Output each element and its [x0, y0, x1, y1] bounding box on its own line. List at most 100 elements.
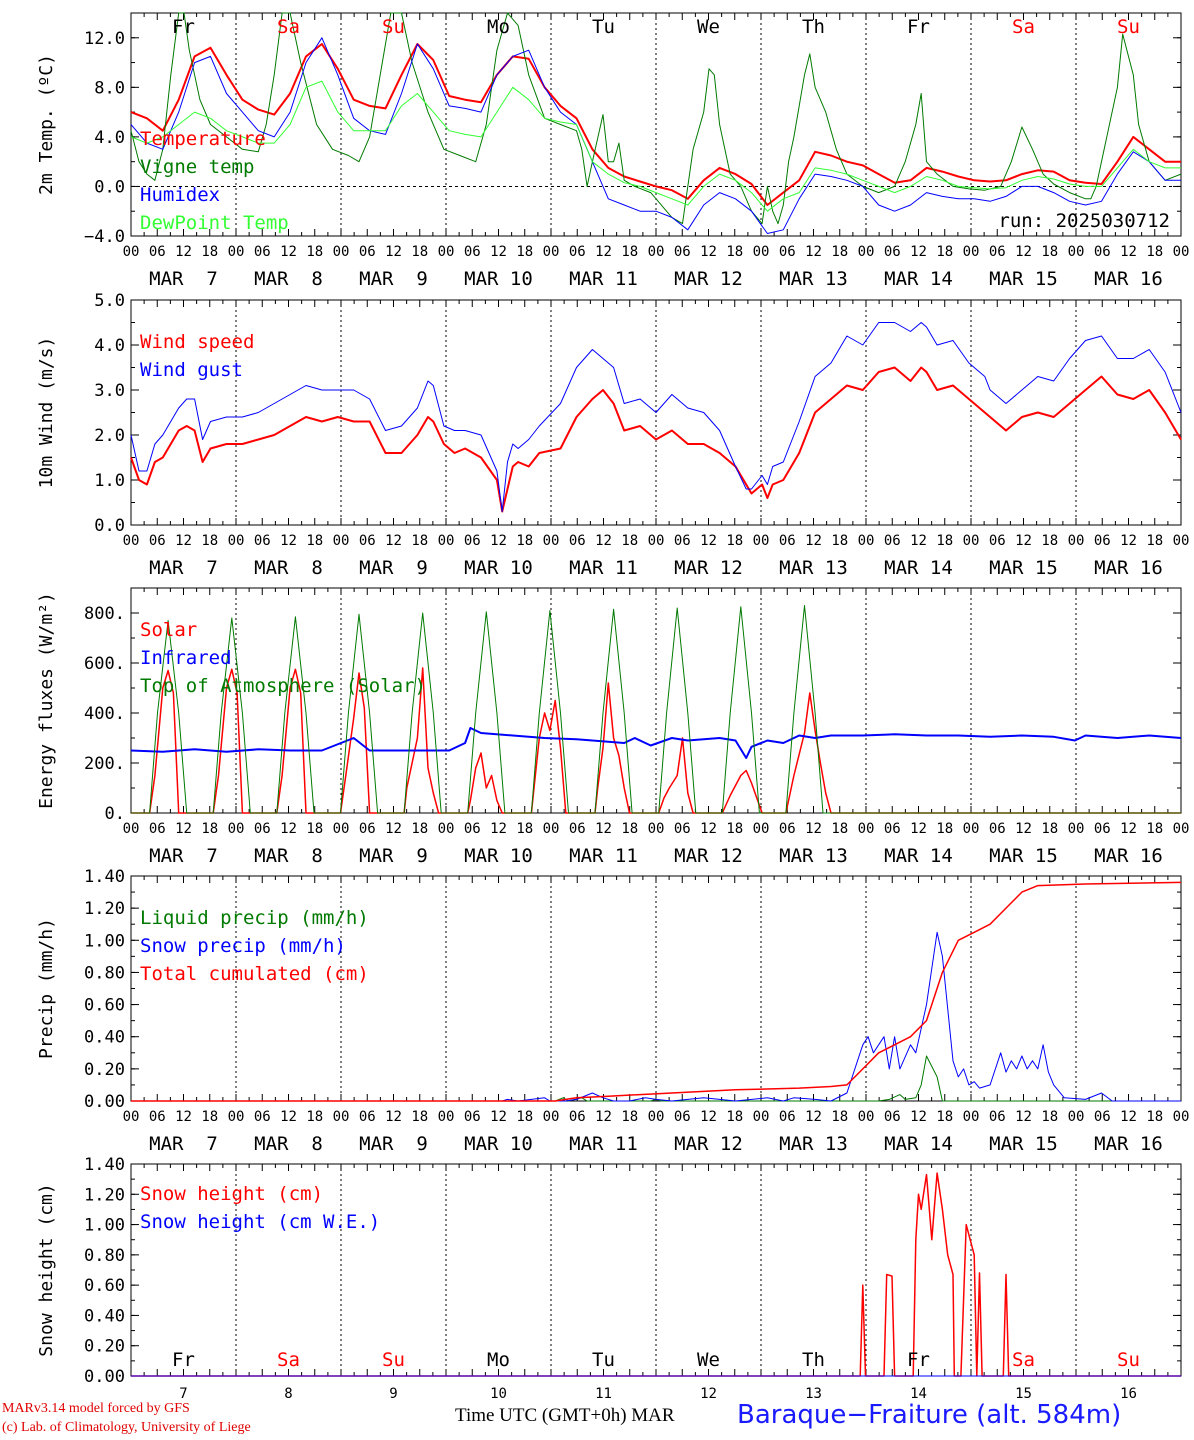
legend-entry: Temperature: [140, 128, 266, 150]
y-tick-label: 400.: [84, 704, 125, 724]
y-tick-label: 0.20: [84, 1060, 125, 1080]
date-label: MAR 9: [359, 557, 428, 579]
date-label: MAR 12: [674, 845, 743, 867]
hour-tick-label: 18: [1146, 1109, 1163, 1125]
hour-tick-label: 00: [123, 533, 140, 549]
hour-tick-label: 00: [858, 533, 875, 549]
day-name-bottom: Fr: [172, 1349, 195, 1371]
series-vigne-temp: [130, 12, 1182, 225]
hour-tick-label: 12: [385, 821, 402, 837]
hour-tick-label: 18: [726, 1109, 743, 1125]
hour-tick-label: 18: [516, 1109, 533, 1125]
hour-tick-label: 00: [543, 821, 560, 837]
hour-tick-label: 18: [411, 533, 428, 549]
hour-tick-label: 00: [648, 244, 665, 260]
hour-tick-label: 00: [333, 533, 350, 549]
date-label: MAR 11: [569, 268, 638, 290]
hour-tick-label: 00: [228, 821, 245, 837]
hour-tick-label: 06: [989, 533, 1006, 549]
hour-tick-label: 18: [936, 244, 953, 260]
day-name-top: Fr: [907, 16, 930, 38]
hour-tick-label: 12: [1120, 1109, 1137, 1125]
hour-tick-label: 12: [700, 533, 717, 549]
panel-5: 0.00 0.20 0.40 0.60 0.80 1.00 1.20 1.40 Snow hei…: [36, 1155, 1182, 1387]
series-humidex: [130, 37, 1181, 234]
date-label: MAR 12: [674, 268, 743, 290]
y-tick-label: 0.0: [94, 177, 125, 197]
day-name-bottom: Fr: [907, 1349, 930, 1371]
hour-tick-label: 12: [385, 533, 402, 549]
date-label: MAR 14: [884, 557, 953, 579]
date-label: MAR 9: [359, 1133, 428, 1155]
hour-tick-label: 06: [779, 821, 796, 837]
hour-tick-label: 12: [910, 1109, 927, 1125]
hour-tick-label: 06: [779, 244, 796, 260]
hour-tick-label: 00: [438, 244, 455, 260]
hour-tick-label: 06: [464, 244, 481, 260]
hour-tick-label: 06: [569, 1109, 586, 1125]
day-number-label: 11: [595, 1386, 612, 1402]
date-label: MAR 14: [884, 268, 953, 290]
hour-tick-label: 06: [989, 1109, 1006, 1125]
hour-tick-label: 12: [805, 1109, 822, 1125]
hour-tick-label: 00: [228, 244, 245, 260]
day-number-label: 13: [805, 1386, 822, 1402]
hour-tick-label: 00: [333, 1109, 350, 1125]
hour-tick-label: 18: [411, 821, 428, 837]
hour-tick-label: 00: [858, 1109, 875, 1125]
date-label: MAR 7: [149, 845, 218, 867]
day-name-bottom: Tu: [592, 1349, 615, 1371]
hour-tick-label: 18: [411, 1109, 428, 1125]
hour-tick-label: 00: [1173, 821, 1190, 837]
day-number-label: 10: [490, 1386, 507, 1402]
hour-tick-label: 18: [306, 533, 323, 549]
y-tick-label: −4.0: [84, 227, 125, 247]
hour-tick-label: 06: [1094, 821, 1111, 837]
hour-tick-label: 12: [1120, 821, 1137, 837]
hour-tick-label: 00: [123, 1109, 140, 1125]
date-label: MAR 13: [779, 845, 848, 867]
hour-tick-label: 00: [438, 821, 455, 837]
hour-tick-label: 06: [359, 244, 376, 260]
legend-entry: DewPoint Temp: [140, 212, 289, 234]
time-label: Time UTC (GMT+0h): [455, 1405, 627, 1426]
date-label: MAR 11: [569, 557, 638, 579]
hour-tick-label: 00: [753, 533, 770, 549]
hour-tick-label: 00: [648, 1109, 665, 1125]
series-infrared: [130, 727, 1182, 759]
hour-tick-label: 00: [333, 244, 350, 260]
day-name-top: Th: [802, 16, 825, 38]
y-tick-label: 8.0: [94, 78, 125, 98]
y-tick-label: 0.20: [84, 1337, 125, 1357]
hour-tick-label: 18: [831, 533, 848, 549]
day-number-label: 12: [700, 1386, 717, 1402]
hour-tick-label: 18: [936, 821, 953, 837]
hour-tick-label: 12: [175, 821, 192, 837]
day-name-top: Mo: [487, 16, 510, 38]
hour-tick-label: 18: [201, 1109, 218, 1125]
hour-tick-label: 18: [831, 821, 848, 837]
hour-tick-label: 06: [674, 1109, 691, 1125]
legend-entry: Top of Atmosphere (Solar): [140, 675, 426, 697]
hour-tick-label: 00: [543, 1109, 560, 1125]
date-label: MAR 13: [779, 268, 848, 290]
hour-tick-label: 18: [831, 244, 848, 260]
y-tick-label: 0.00: [84, 1092, 125, 1112]
date-label: MAR 10: [464, 557, 533, 579]
run-label: run: 2025030712: [998, 210, 1170, 232]
day-name-bottom: Sa: [1012, 1349, 1035, 1371]
date-label: MAR 11: [569, 1133, 638, 1155]
hour-tick-label: 18: [306, 1109, 323, 1125]
hour-tick-label: 06: [149, 244, 166, 260]
panel-4: 0.00 0.20 0.40 0.60 0.80 1.00 1.20 1.40 Precip (…: [36, 867, 1189, 1155]
y-tick-label: 0.40: [84, 1306, 125, 1326]
hour-tick-label: 00: [753, 244, 770, 260]
hour-tick-label: 12: [805, 244, 822, 260]
hour-tick-label: 18: [726, 533, 743, 549]
hour-tick-label: 12: [910, 244, 927, 260]
day-name-top: Fr: [172, 16, 195, 38]
legend-entry: Snow height (cm): [140, 1183, 323, 1205]
hour-tick-label: 06: [254, 1109, 271, 1125]
date-label: MAR 8: [254, 557, 323, 579]
hour-tick-label: 06: [884, 533, 901, 549]
